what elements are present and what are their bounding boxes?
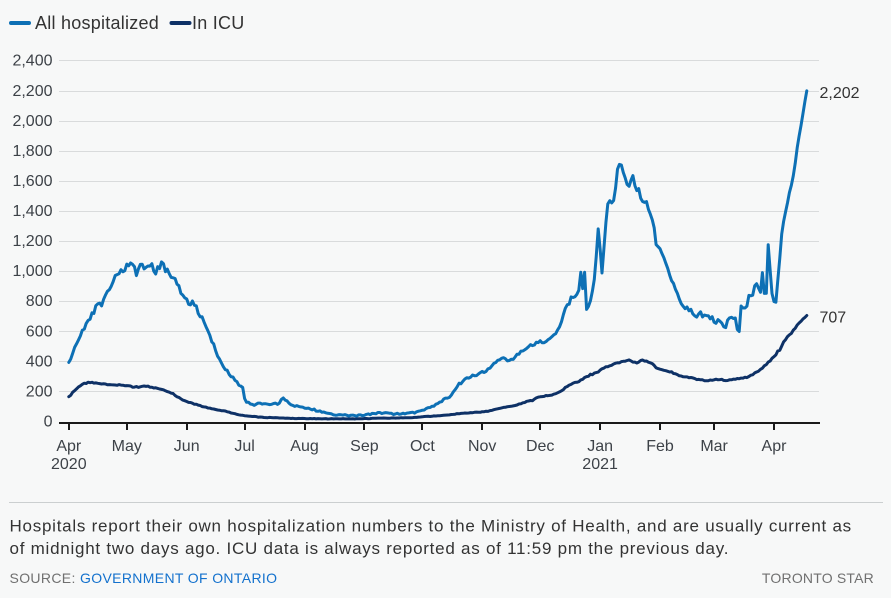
svg-text:2,000: 2,000 [12, 113, 52, 130]
svg-text:Apr: Apr [762, 438, 788, 455]
svg-text:400: 400 [26, 353, 53, 370]
svg-text:Jun: Jun [174, 438, 200, 455]
svg-text:Dec: Dec [526, 438, 554, 455]
svg-text:1,400: 1,400 [12, 203, 52, 220]
svg-text:1,000: 1,000 [12, 263, 52, 280]
svg-text:200: 200 [26, 383, 53, 400]
svg-text:Sep: Sep [350, 438, 379, 455]
svg-text:2,200: 2,200 [12, 83, 52, 100]
svg-text:2,202: 2,202 [820, 85, 860, 102]
svg-text:2020: 2020 [51, 456, 87, 473]
svg-text:Nov: Nov [468, 438, 496, 455]
svg-text:May: May [112, 438, 142, 455]
svg-text:800: 800 [26, 293, 53, 310]
svg-text:2021: 2021 [582, 456, 618, 473]
svg-text:Feb: Feb [646, 438, 674, 455]
svg-text:1,200: 1,200 [12, 233, 52, 250]
svg-text:2,400: 2,400 [12, 53, 52, 70]
svg-text:of midnight two days ago. ICU: of midnight two days ago. ICU data is al… [10, 539, 730, 558]
svg-text:Jan: Jan [587, 438, 613, 455]
svg-text:Aug: Aug [290, 438, 318, 455]
svg-text:Jul: Jul [234, 438, 254, 455]
svg-text:1,800: 1,800 [12, 143, 52, 160]
svg-text:In ICU: In ICU [192, 13, 245, 33]
svg-text:SOURCE: GOVERNMENT OF ONTARIO: SOURCE: GOVERNMENT OF ONTARIO [10, 570, 278, 586]
svg-text:707: 707 [820, 310, 847, 327]
svg-text:All hospitalized: All hospitalized [35, 13, 159, 33]
svg-text:Hospitals report their own hos: Hospitals report their own hospitalizati… [10, 517, 852, 536]
svg-text:Apr: Apr [56, 438, 82, 455]
svg-text:Oct: Oct [410, 438, 435, 455]
svg-text:Mar: Mar [700, 438, 728, 455]
svg-text:1,600: 1,600 [12, 173, 52, 190]
svg-text:TORONTO STAR: TORONTO STAR [762, 570, 874, 586]
svg-text:0: 0 [44, 414, 53, 431]
svg-text:600: 600 [26, 323, 53, 340]
